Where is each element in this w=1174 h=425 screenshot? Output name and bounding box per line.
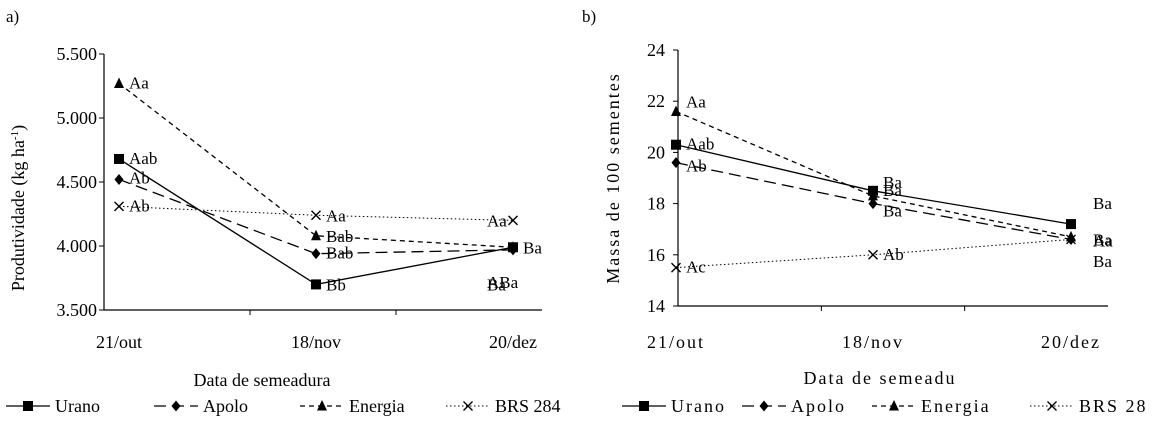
panel-b-y-tick-label: 24: [647, 40, 665, 60]
panel-a-data-label: Ab: [129, 196, 150, 215]
panel-b-label: b): [582, 7, 596, 26]
legend-b-sample-marker: [889, 400, 899, 411]
panel-b-data-point: [671, 105, 681, 116]
panel-a-series-line-energia: [118, 82, 514, 248]
panel-b-data-label: Ac: [686, 258, 706, 277]
panel-a-data-label: Bab: [326, 244, 353, 263]
panel-a-data-point: [114, 173, 124, 185]
panel-a-y-tick-label: 3.500: [57, 300, 98, 320]
panel-b-data-point: [868, 249, 878, 260]
panel-a-y-axis-title-main: Produtividade (kg ha: [8, 140, 29, 291]
panel-a-data-label: Ba: [487, 275, 506, 294]
legend-a-sample-marker: [171, 400, 181, 412]
panel-a-data-label: Bab: [326, 227, 353, 246]
legend-b-entry-label: Energia: [921, 396, 991, 416]
legend-b-sample-marker: [759, 400, 769, 412]
panel-a-data-label: ABa: [487, 273, 519, 292]
panel-b-y-tick-label: 14: [647, 296, 665, 316]
panel-b-data-point: [868, 189, 878, 201]
panel-a-data-label: Aa: [326, 206, 346, 225]
panel-b-data-label: Ab: [883, 245, 904, 264]
panel-a-y-axis-title-sup: -1: [9, 131, 21, 140]
panel-a-data-label: Bb: [326, 275, 346, 294]
panel-a-x-tick-label: 20/dez: [489, 332, 537, 352]
panel-b-data-label: Aa: [1093, 231, 1113, 250]
panel-a-data-point: [311, 229, 321, 241]
legend-a-sample-marker: [23, 401, 33, 411]
panel-b-y-axis-title: Massa de 100 sementes: [603, 72, 623, 283]
panel-b-data-label: Aab: [686, 135, 714, 154]
panel-a-data-point: [311, 210, 321, 221]
panel-a-data-point: [114, 77, 124, 88]
panel-a-y-tick-label: 5.500: [57, 44, 98, 64]
panel-b-data-label: Ba: [1093, 252, 1112, 271]
legend-a-entry-label: Urano: [55, 396, 100, 416]
panel-b-data-label: Ab: [686, 157, 707, 176]
panel-b-x-tick-label: 18/nov: [842, 332, 904, 352]
panel-b-y-tick-label: 18: [647, 194, 665, 214]
panel-a-legend: Urano Apolo Energia BRS 284: [6, 396, 561, 416]
panel-a-label: a): [6, 7, 19, 26]
panel-b-data-label: Ba: [1093, 194, 1112, 213]
panel-a-x-tick-label: 18/nov: [291, 332, 341, 352]
panel-b-data-point: [868, 198, 878, 210]
panel-a-data-label: Aab: [129, 149, 157, 168]
panel-b-y-tick-label: 16: [647, 245, 665, 265]
panel-b-data-point: [671, 262, 681, 273]
panel-a-data-label: Aa: [487, 211, 507, 230]
panel-b-x-axis-title: Data de semeadu: [804, 368, 957, 388]
panel-b-data-label: Ba: [883, 173, 902, 192]
panel-a-series-line-urano: [118, 158, 514, 286]
panel-b-data-label: Aa: [686, 92, 706, 111]
panel-b-y-tick-label: 22: [647, 91, 665, 111]
legend-b-entry-label: Urano: [671, 396, 726, 416]
legend-a-entry-label: BRS 284: [495, 396, 561, 416]
legend-b-sample-marker: [639, 401, 649, 411]
panel-a-data-point: [508, 215, 518, 226]
legend-a-entry-label: Apolo: [203, 396, 248, 416]
panel-b-y-tick-label: 20: [647, 142, 665, 162]
panel-a-y-tick-label: 4.500: [57, 172, 98, 192]
panel-a-data-label: Aa: [129, 73, 149, 92]
panel-b-data-point: [671, 157, 681, 169]
panel-a-data-point: [311, 248, 321, 260]
panel-a-y-tick-label: 5.000: [57, 108, 98, 128]
panel-b-series-line-urano: [675, 144, 1072, 225]
legend-b-entry-label: BRS 28: [1079, 396, 1148, 416]
legend-a-entry-label: Energia: [349, 396, 405, 416]
panel-b-data-label: Ba: [883, 202, 902, 221]
panel-b-legend: Urano Apolo Energia BRS 28: [622, 396, 1148, 416]
panel-b-data-point: [1066, 230, 1076, 242]
panel-a-x-tick-label: 21/out: [96, 332, 142, 352]
panel-b-data-label: Ba: [883, 181, 902, 200]
panel-a-x-axis-title: Data de semeadura: [194, 370, 331, 390]
panel-a-series-line-brs-284: [118, 205, 514, 221]
panel-a-data-point: [508, 241, 518, 252]
panel-b-data-point: [671, 139, 681, 150]
panel-a-series-line-apolo: [118, 178, 514, 255]
legend-a-sample-marker: [463, 401, 473, 411]
panel-a-data-label: Ba: [523, 238, 542, 257]
panel-a-data-label: Ab: [129, 168, 150, 187]
panel-a-y-tick-label: 4.000: [57, 236, 98, 256]
panel-a-y-axis-title: Produtividade (kg ha-1): [8, 125, 29, 291]
panel-b-seed-mass-chart: b) Data de semeadu Massa de 100 sementes…: [582, 7, 1113, 388]
panel-b-data-point: [1066, 219, 1076, 230]
panel-a-yield-chart: a) Data de semeadura Produtividade (kg h…: [6, 7, 542, 390]
panel-b-x-tick-label: 21/out: [647, 332, 705, 352]
panel-a-data-point: [114, 153, 124, 164]
panel-a-data-point: [114, 201, 124, 212]
panel-b-series-line-energia: [675, 110, 1072, 238]
legend-a-sample-marker: [317, 400, 327, 411]
panel-a-data-point: [311, 279, 321, 290]
legend-b-sample-marker: [1047, 401, 1057, 411]
panel-a-y-axis-title-close: ): [8, 125, 29, 131]
panel-b-data-point: [1066, 234, 1076, 245]
panel-b-data-label: Ba: [1093, 230, 1112, 249]
panel-b-x-tick-label: 20/dez: [1041, 332, 1101, 352]
legend-b-entry-label: Apolo: [791, 396, 846, 416]
